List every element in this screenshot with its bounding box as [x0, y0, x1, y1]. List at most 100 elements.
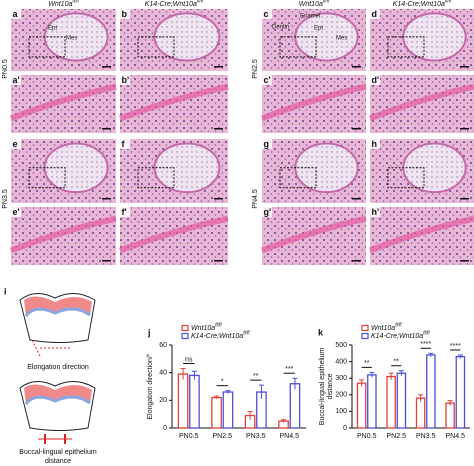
epithelium-band: [368, 83, 474, 122]
panel-label: i: [4, 286, 7, 296]
epithelium-band: [260, 215, 367, 254]
y-axis-label: distance: [327, 373, 334, 399]
x-tick-label: PN4.5: [446, 433, 466, 440]
panel-label: b': [122, 75, 130, 85]
zoom-box: [279, 36, 317, 58]
micrograph-bg: [120, 207, 228, 265]
legend-entry-sup: fl/fl: [243, 331, 250, 337]
panel-label: c: [264, 9, 269, 19]
micrograph-bg: [370, 75, 474, 133]
significance-label: ***: [285, 366, 293, 373]
x-tick-label: PN4.5: [280, 433, 300, 440]
legend-entry-sup: fl/fl: [395, 323, 402, 329]
bar: [222, 391, 234, 429]
y-tick-label: 40: [159, 370, 167, 377]
x-tick-label: PN0.5: [357, 433, 377, 440]
column-header: Wnt10afl/fl: [48, 0, 79, 8]
micrograph: d: [370, 9, 474, 71]
histology: Wnt10afl/fl K14-Cre;Wnt10afl/flPN0.5PN3.5…: [2, 0, 474, 265]
micrograph: c: [262, 9, 366, 71]
dental-papilla: [153, 142, 221, 194]
stage-label: PN2.5: [252, 59, 259, 79]
scale-bar: [460, 198, 469, 200]
charts: j 0 20 40 60 Elongation direction/° PN0.5 ns PN2…: [146, 323, 470, 440]
micrograph: b: [120, 9, 228, 71]
tooth-outline: [19, 381, 96, 431]
scale-bar: [102, 198, 111, 200]
panel-label: f: [122, 139, 126, 149]
bar: [415, 397, 426, 429]
panel-label: a': [13, 75, 20, 85]
zoom-box: [387, 167, 425, 189]
panel-label-bg: [370, 9, 380, 19]
column-header: Wnt10afl/fl: [299, 0, 330, 8]
legend-entry-sup: fl/fl: [423, 331, 430, 337]
epithelium: [24, 384, 92, 404]
scale-bar: [214, 198, 223, 200]
panel-label-bg: [262, 9, 272, 19]
bar: [396, 372, 407, 429]
y-tick-label: 500: [335, 342, 347, 349]
annotation: Enamel: [300, 14, 320, 20]
diagram: i Elongation direction Buccal-lingual ep…: [4, 286, 97, 464]
bar: [356, 382, 367, 429]
epithelium: [24, 296, 92, 316]
panel-label: e': [13, 207, 20, 217]
micrograph: a': [9, 75, 117, 133]
micrograph: c': [260, 75, 367, 133]
panel-label: k: [318, 327, 324, 337]
annotation: Mes: [336, 36, 347, 42]
legend-entry-base: K14-Cre;Wnt10a: [191, 333, 243, 340]
y-tick-label: 60: [159, 342, 167, 349]
micrograph-bg: [262, 75, 366, 133]
scale-bar: [352, 128, 361, 130]
bar: [289, 383, 301, 429]
panel-label-bg: [262, 207, 272, 217]
y-axis-label: Elongation direction/°: [146, 353, 154, 419]
x-tick-label: PN0.5: [179, 433, 199, 440]
x-tick-label: PN3.5: [416, 433, 436, 440]
bar-chart: j 0 20 40 60 Elongation direction/° PN0.5 ns PN2…: [146, 323, 306, 440]
scale-bar: [460, 128, 469, 130]
panel-label: h: [372, 139, 378, 149]
column-header-sup: fl/fl: [72, 0, 79, 5]
legend-swatch: [361, 324, 369, 332]
legend-entry-base: Wnt10a: [191, 325, 215, 332]
y-tick-label: 100: [335, 408, 347, 415]
panel-label: e: [13, 139, 18, 149]
column-header: K14-Cre;Wnt10afl/fl: [145, 0, 204, 8]
scale-bar: [102, 66, 111, 68]
y-tick-label: 300: [335, 375, 347, 382]
panel-label: d': [372, 75, 380, 85]
epithelium-band: [118, 215, 229, 254]
y-tick-label: 400: [335, 358, 347, 365]
micrograph: g: [262, 139, 366, 203]
micrograph: b': [118, 75, 229, 133]
panel-label-bg: [11, 207, 21, 217]
panel-label-bg: [262, 139, 272, 149]
panel-label: h': [372, 207, 380, 217]
bar: [177, 373, 189, 429]
inner-layer: [24, 307, 91, 317]
annotation: Ept: [314, 26, 323, 32]
bar: [367, 374, 377, 429]
significance-label: **: [364, 360, 370, 367]
epithelium-band: [368, 215, 474, 254]
zoom-box: [137, 167, 175, 189]
legend-entry-sup: fl/fl: [215, 323, 222, 329]
panel-label-bg: [120, 139, 130, 149]
legend-entry-base: K14-Cre;Wnt10a: [371, 333, 423, 340]
diagram-label: Buccal-lingual epithelium: [19, 449, 97, 456]
bar: [455, 355, 466, 429]
column-header-base: Wnt10a: [299, 1, 323, 8]
x-tick-label: PN2.5: [387, 433, 407, 440]
zoom-box: [28, 36, 66, 58]
significance-label: **: [253, 373, 259, 380]
micrograph-bg: [262, 207, 366, 265]
zoom-box: [387, 36, 425, 58]
scale-bar: [214, 128, 223, 130]
panel-label-bg: [262, 75, 272, 85]
column-header-sup: fl/fl: [323, 0, 330, 5]
panel-label-bg: [11, 9, 21, 19]
